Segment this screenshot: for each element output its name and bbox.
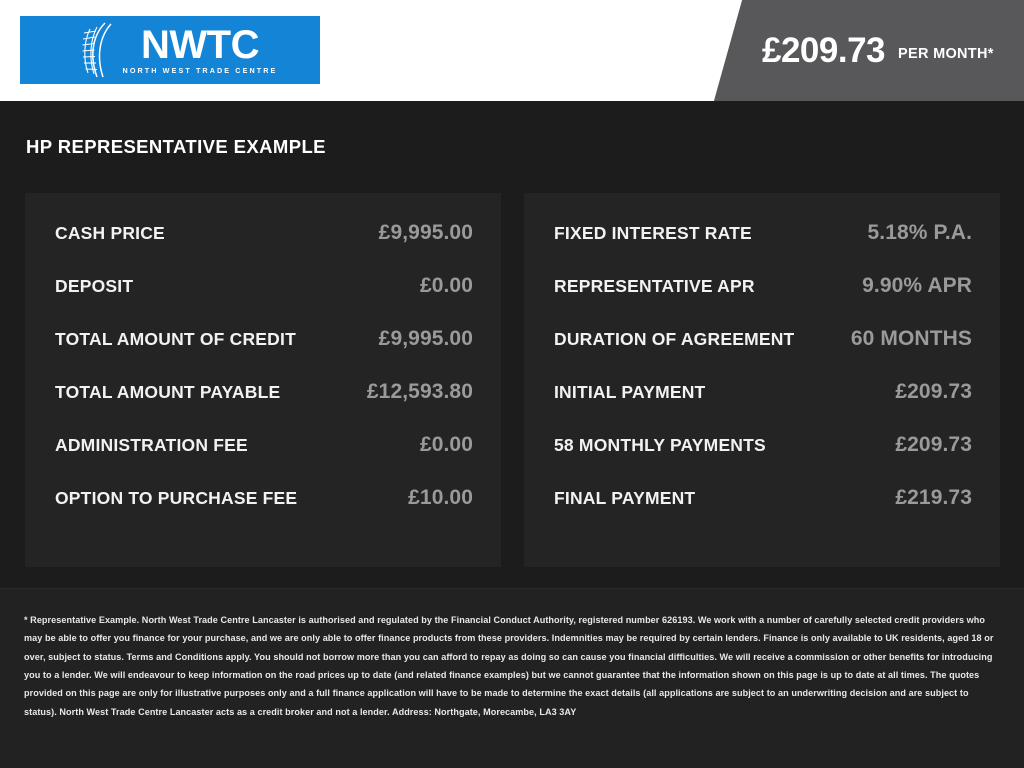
row-value: £209.73 bbox=[895, 433, 972, 456]
logo-inner: NWTC NORTH WEST TRADE CENTRE bbox=[75, 21, 278, 79]
footer-divider bbox=[0, 588, 1024, 589]
table-row: DURATION OF AGREEMENT 60 MONTHS bbox=[554, 327, 972, 380]
monthly-price-period: PER MONTH* bbox=[898, 45, 994, 62]
table-row: FIXED INTEREST RATE 5.18% P.A. bbox=[554, 221, 972, 274]
row-value: 9.90% APR bbox=[862, 274, 972, 297]
logo-brand-text: NWTC bbox=[141, 22, 259, 67]
footer-disclaimer-area: * Representative Example. North West Tra… bbox=[0, 589, 1024, 768]
logo-tagline-text: NORTH WEST TRADE CENTRE bbox=[122, 66, 278, 76]
company-logo[interactable]: NWTC NORTH WEST TRADE CENTRE bbox=[20, 16, 320, 84]
logo-text: NWTC NORTH WEST TRADE CENTRE bbox=[122, 22, 278, 76]
row-label: 58 MONTHLY PAYMENTS bbox=[554, 435, 766, 455]
row-label: DURATION OF AGREEMENT bbox=[554, 329, 795, 349]
row-label: FIXED INTEREST RATE bbox=[554, 223, 752, 243]
row-label: TOTAL AMOUNT PAYABLE bbox=[55, 382, 281, 402]
row-label: REPRESENTATIVE APR bbox=[554, 276, 755, 296]
row-label: INITIAL PAYMENT bbox=[554, 382, 706, 402]
row-value: 5.18% P.A. bbox=[867, 221, 972, 244]
row-value: £10.00 bbox=[408, 486, 473, 509]
tyre-tread-icon bbox=[81, 22, 112, 78]
row-label: OPTION TO PURCHASE FEE bbox=[55, 488, 298, 508]
row-label: DEPOSIT bbox=[55, 276, 134, 296]
row-value: 60 MONTHS bbox=[850, 327, 972, 350]
table-row: 58 MONTHLY PAYMENTS £209.73 bbox=[554, 433, 972, 486]
page-title: HP REPRESENTATIVE EXAMPLE bbox=[26, 136, 326, 157]
page-header: NWTC NORTH WEST TRADE CENTRE £209.73 PER… bbox=[0, 0, 1024, 101]
row-value: £219.73 bbox=[895, 486, 972, 509]
disclaimer-text: * Representative Example. North West Tra… bbox=[24, 615, 994, 717]
row-value: £0.00 bbox=[419, 433, 473, 456]
finance-details-panels: CASH PRICE £9,995.00 DEPOSIT £0.00 TOTAL… bbox=[25, 193, 1000, 567]
table-row: FINAL PAYMENT £219.73 bbox=[554, 486, 972, 539]
table-row: CASH PRICE £9,995.00 bbox=[55, 221, 473, 274]
row-value: £0.00 bbox=[419, 274, 473, 297]
row-label: TOTAL AMOUNT OF CREDIT bbox=[55, 329, 296, 349]
row-value: £9,995.00 bbox=[378, 221, 473, 244]
monthly-price-amount: £209.73 bbox=[762, 31, 886, 70]
table-row: REPRESENTATIVE APR 9.90% APR bbox=[554, 274, 972, 327]
row-value: £12,593.80 bbox=[366, 380, 473, 403]
finance-panel-left: CASH PRICE £9,995.00 DEPOSIT £0.00 TOTAL… bbox=[25, 193, 501, 567]
row-label: FINAL PAYMENT bbox=[554, 488, 696, 508]
table-row: INITIAL PAYMENT £209.73 bbox=[554, 380, 972, 433]
finance-panel-right: FIXED INTEREST RATE 5.18% P.A. REPRESENT… bbox=[524, 193, 1000, 567]
row-value: £209.73 bbox=[895, 380, 972, 403]
table-row: TOTAL AMOUNT OF CREDIT £9,995.00 bbox=[55, 327, 473, 380]
monthly-price-banner: £209.73 PER MONTH* bbox=[713, 0, 1024, 101]
row-label: ADMINISTRATION FEE bbox=[55, 435, 248, 455]
table-row: TOTAL AMOUNT PAYABLE £12,593.80 bbox=[55, 380, 473, 433]
table-row: ADMINISTRATION FEE £0.00 bbox=[55, 433, 473, 486]
table-row: DEPOSIT £0.00 bbox=[55, 274, 473, 327]
row-label: CASH PRICE bbox=[55, 223, 165, 243]
table-row: OPTION TO PURCHASE FEE £10.00 bbox=[55, 486, 473, 539]
row-value: £9,995.00 bbox=[378, 327, 473, 350]
